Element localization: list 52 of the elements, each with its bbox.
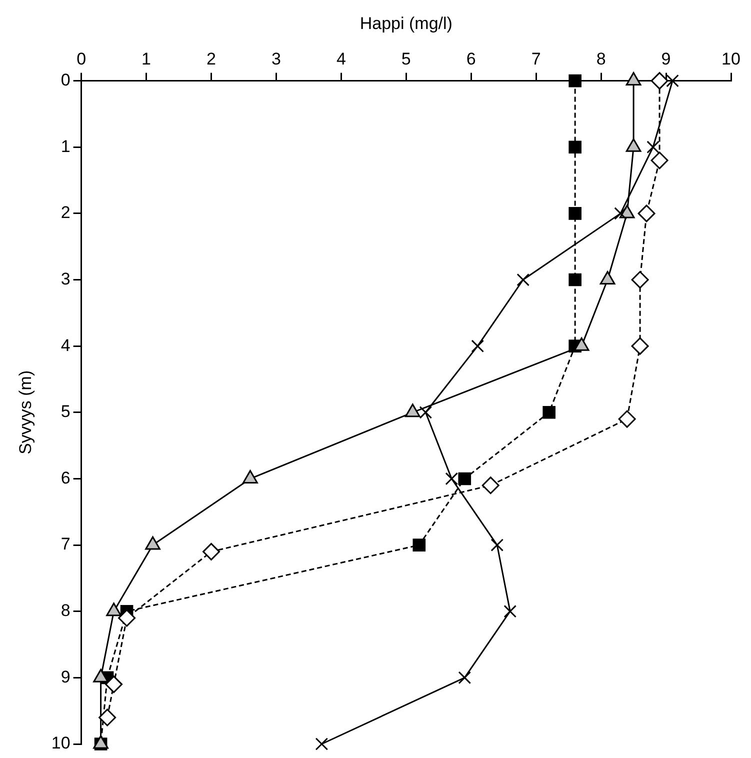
y-tick-label: 6 [60,468,70,488]
point [516,273,530,286]
y-tick-label: 4 [60,336,70,355]
point [650,152,668,170]
point [482,476,500,494]
point [202,542,220,560]
point [419,406,432,419]
y-tick-label: 10 [51,734,70,753]
x-tick-label: 10 [722,49,740,68]
point [650,72,668,90]
y-tick-label: 8 [60,601,70,620]
point [490,538,504,552]
y-tick-label: 0 [60,70,70,90]
point [105,676,123,694]
x-tick-label: 9 [661,49,671,68]
point [638,204,656,222]
point [618,410,636,428]
point [568,74,582,88]
point [542,406,556,419]
point [646,140,660,154]
point [568,207,582,220]
point [445,472,458,486]
point [568,273,582,286]
y-tick-label: 3 [60,269,70,288]
point [631,337,649,355]
point [98,708,116,726]
x-tick-label: 4 [336,49,346,68]
point [458,671,472,684]
x-tick-label: 0 [76,49,86,68]
point [315,738,328,750]
x-tick-label: 7 [531,49,541,68]
point [568,140,582,154]
y-tick-label: 1 [60,136,70,156]
y-axis-title: Syvyys (m) [16,370,35,454]
x-tick-label: 5 [401,49,411,68]
point [412,538,426,552]
y-tick-label: 2 [60,203,70,222]
x-axis-title: Happi (mg/l) [360,14,452,33]
point [631,271,649,289]
x-tick-label: 2 [206,49,216,68]
x-tick-label: 3 [271,49,281,68]
point [504,604,517,618]
y-tick-label: 7 [60,534,70,554]
y-tick-label: 9 [60,667,70,686]
point [471,340,484,352]
x-tick-label: 1 [142,49,152,68]
x-tick-label: 8 [596,49,606,68]
point [666,74,679,88]
x-tick-label: 6 [466,49,476,68]
point [118,609,136,627]
y-tick-label: 5 [60,402,70,422]
point [458,472,472,486]
